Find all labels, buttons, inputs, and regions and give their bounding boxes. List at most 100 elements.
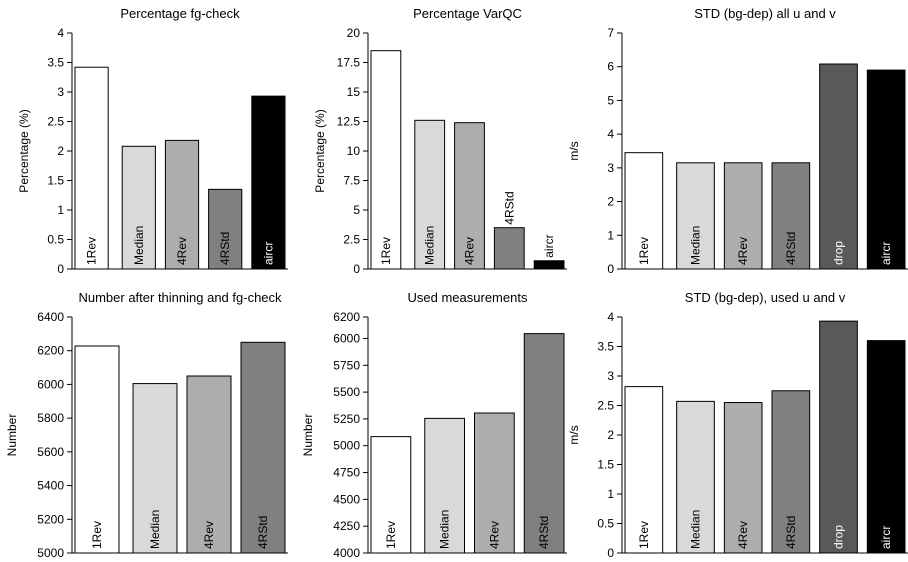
- bar-label: 4Rev: [736, 521, 750, 549]
- y-tick-label: 0: [607, 262, 614, 276]
- bar-median: [424, 417, 465, 554]
- bar-label: 4RStd: [537, 516, 551, 549]
- panel-title: Used measurements: [408, 290, 528, 305]
- y-tick-label: 5: [607, 93, 614, 107]
- y-tick-label: 0: [57, 262, 64, 276]
- chart-panel-4: Number after thinning and fg-check Number…: [5, 290, 288, 560]
- bar-1rev: [624, 152, 664, 270]
- bar-label: 4RStd: [784, 232, 798, 265]
- y-tick-label: 5800: [37, 411, 64, 425]
- y-tick-label: 6000: [37, 377, 64, 391]
- bar-median: [414, 119, 446, 270]
- y-tick-label: 5000: [333, 439, 360, 453]
- y-tick-label: 10: [347, 144, 361, 158]
- y-tick-label: 1: [57, 203, 64, 217]
- bar-4rstd: [208, 188, 243, 270]
- y-tick-label: 0.5: [47, 233, 64, 247]
- bar-label: 4RStd: [256, 516, 270, 549]
- bar-4rstd: [771, 162, 811, 270]
- bar-label: Median: [423, 226, 437, 265]
- panel-title: STD (bg-dep) all u and v: [694, 6, 836, 21]
- y-tick-label: 4500: [333, 492, 360, 506]
- bar-1rev: [370, 436, 412, 554]
- y-tick-label: 2.5: [597, 399, 614, 413]
- chart-panel-1: Percentage fg-check Percentage (%) 0 0.5 1 1.…: [17, 6, 288, 276]
- y-tick-label: 3.5: [47, 56, 64, 70]
- bar-label: 1Rev: [85, 237, 99, 265]
- bar-label: 1Rev: [384, 521, 398, 549]
- bar-1rev: [370, 50, 402, 270]
- bar-label: 1Rev: [379, 237, 393, 265]
- y-tick-label: 5: [353, 203, 360, 217]
- y-tick-label: 7: [607, 26, 614, 40]
- y-tick-label: 12.5: [337, 115, 361, 129]
- bar-label: 4RStd: [218, 232, 232, 265]
- bar-label: 4RStd: [502, 191, 516, 224]
- bar-label: aircr: [879, 242, 893, 265]
- bar-label: 4RStd: [784, 516, 798, 549]
- bar-4rev: [454, 122, 485, 270]
- y-tick-label: 4: [57, 26, 64, 40]
- bar-drop: [819, 63, 858, 270]
- bar-label: 4Rev: [487, 521, 501, 549]
- bar-label: 1Rev: [637, 237, 651, 265]
- bar-label: Median: [132, 226, 146, 265]
- y-tick-label: 5250: [333, 412, 360, 426]
- y-tick-label: 6: [607, 60, 614, 74]
- y-axis-label: Percentage (%): [17, 109, 31, 192]
- y-tick-label: 5400: [37, 479, 64, 493]
- bar-label: aircr: [261, 242, 275, 265]
- y-tick-label: 2.5: [47, 115, 64, 129]
- bar-label: 4Rev: [202, 521, 216, 549]
- y-tick-label: 2: [57, 144, 64, 158]
- bar-label: aircr: [879, 526, 893, 549]
- bar-4rev: [723, 402, 763, 554]
- bar-median: [121, 145, 156, 270]
- y-tick-label: 5200: [37, 512, 64, 526]
- y-axis-label: Number: [301, 414, 315, 457]
- y-tick-label: 1: [607, 487, 614, 501]
- y-tick-label: 6000: [333, 331, 360, 345]
- bar-aircr: [533, 260, 565, 270]
- y-axis-label: m/s: [567, 425, 581, 444]
- y-tick-label: 1.5: [47, 174, 64, 188]
- panel-title: Number after thinning and fg-check: [78, 290, 282, 305]
- panel-title: Percentage VarQC: [413, 6, 522, 21]
- y-tick-label: 3: [607, 161, 614, 175]
- bar-label: drop: [832, 525, 846, 549]
- y-tick-label: 4: [607, 127, 614, 141]
- bar-label: 4Rev: [463, 237, 477, 265]
- y-tick-label: 15: [347, 85, 361, 99]
- bar-aircr: [866, 69, 906, 270]
- y-tick-label: 1.5: [597, 458, 614, 472]
- bar-drop: [819, 320, 858, 554]
- bar-label: 4Rev: [175, 237, 189, 265]
- y-tick-label: 3: [607, 369, 614, 383]
- y-tick-label: 1: [607, 228, 614, 242]
- y-tick-label: 5000: [37, 546, 64, 560]
- bar-label: 1Rev: [90, 521, 104, 549]
- bar-median: [676, 162, 715, 270]
- y-tick-label: 3.5: [597, 340, 614, 354]
- y-tick-label: 5750: [333, 358, 360, 372]
- bar-1rev: [74, 66, 109, 270]
- bar-4rstd: [240, 341, 286, 554]
- bar-label: 1Rev: [637, 521, 651, 549]
- bar-4rev: [186, 375, 232, 554]
- y-tick-label: 7.5: [343, 174, 360, 188]
- y-tick-label: 5500: [333, 385, 360, 399]
- bar-label: Median: [438, 510, 452, 549]
- y-tick-label: 2: [607, 428, 614, 442]
- bar-4rev: [164, 139, 200, 270]
- bar-aircr: [866, 340, 906, 554]
- chart-panel-3: STD (bg-dep) all u and v m/s 0 1 2 3 4 5 6 7 1Rev M…: [567, 6, 908, 276]
- y-tick-label: 0: [607, 546, 614, 560]
- bar-4rstd: [493, 227, 525, 270]
- bar-1rev: [624, 386, 664, 554]
- panel-title: Percentage fg-check: [120, 6, 240, 21]
- panel-title: STD (bg-dep), used u and v: [685, 290, 846, 305]
- bar-median: [676, 400, 715, 554]
- y-tick-label: 6200: [333, 310, 360, 324]
- chart-panel-5: Used measurements Number 4000 4250 4500 4750 5…: [301, 290, 567, 560]
